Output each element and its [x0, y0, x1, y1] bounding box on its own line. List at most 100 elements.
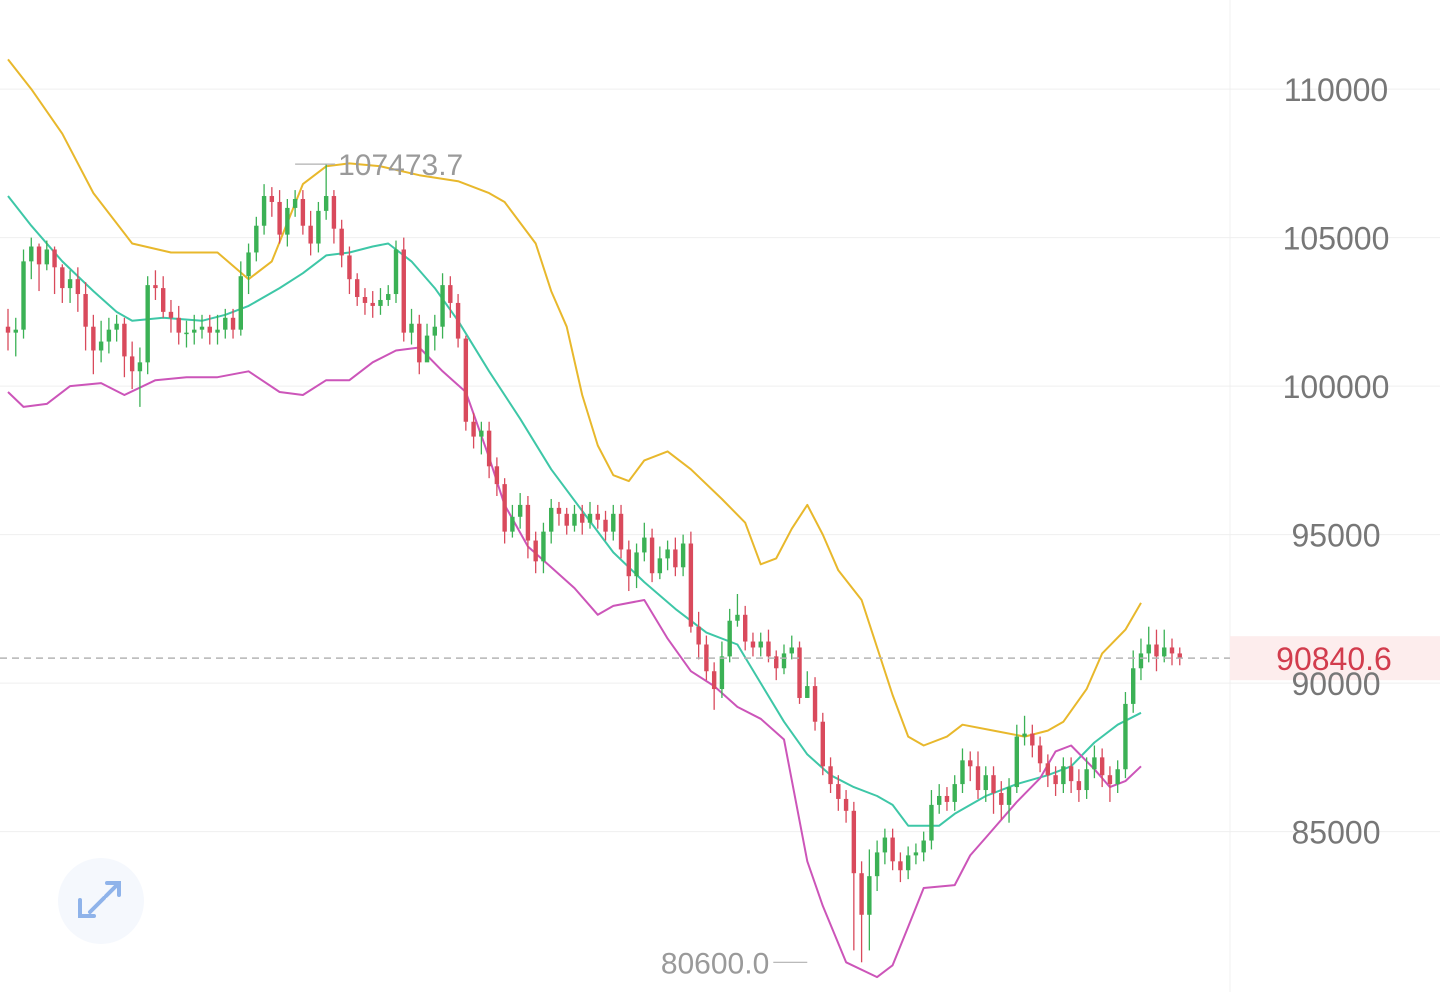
candle-up	[192, 314, 197, 345]
candle-body	[1030, 733, 1035, 746]
candle-body	[52, 249, 57, 268]
candle-up	[913, 843, 919, 865]
candle-body	[673, 549, 678, 568]
candle-body	[269, 196, 275, 202]
candle-down	[649, 528, 655, 583]
candle-up	[432, 314, 437, 351]
candle-down	[766, 629, 771, 663]
candle-down	[331, 190, 337, 244]
candle-body	[556, 507, 562, 514]
candle-body	[836, 784, 841, 799]
candle-body	[587, 513, 593, 523]
candle-body	[626, 549, 631, 577]
candle-down	[401, 237, 406, 342]
candle-down	[673, 537, 678, 577]
y-tick-label: 90000	[1292, 666, 1381, 702]
candle-body	[774, 656, 779, 669]
candle-body	[153, 285, 158, 289]
candle-up	[98, 320, 104, 363]
candle-down	[898, 852, 903, 883]
candle-body	[401, 249, 406, 333]
candle-body	[1076, 781, 1082, 791]
candle-up	[882, 828, 888, 865]
candle-down	[556, 501, 562, 526]
candle-down	[618, 504, 624, 559]
candles	[5, 164, 1182, 963]
candle-body	[176, 317, 181, 333]
candle-body	[603, 519, 608, 532]
candle-body	[285, 207, 290, 235]
candle-down	[991, 766, 996, 814]
candle-down	[828, 757, 833, 794]
candle-up	[867, 849, 872, 951]
candle-body	[580, 513, 585, 523]
candle-down	[207, 314, 212, 345]
y-tick-label: 100000	[1283, 369, 1390, 405]
candle-body	[1084, 769, 1089, 791]
candle-body	[843, 798, 849, 811]
candle-body	[1123, 703, 1128, 770]
candle-up	[13, 317, 18, 357]
candle-body	[820, 721, 825, 767]
candle-body	[905, 855, 911, 871]
candle-down	[603, 510, 608, 541]
y-tick-label: 110000	[1284, 72, 1388, 108]
candle-body	[789, 647, 794, 654]
candle-body	[688, 543, 694, 627]
candle-body	[921, 840, 926, 853]
candle-body	[60, 267, 65, 289]
candle-body	[805, 686, 810, 698]
candle-up	[665, 540, 670, 571]
candle-body	[618, 513, 624, 550]
candle-down	[1045, 754, 1051, 788]
candle-up	[184, 320, 189, 348]
candle-up	[1146, 626, 1151, 663]
candle-body	[114, 323, 119, 330]
candle-up	[874, 840, 880, 892]
candle-body	[106, 329, 112, 342]
candle-up	[517, 493, 523, 529]
candle-body	[960, 760, 965, 785]
candle-down	[975, 751, 981, 799]
candle-body	[735, 614, 740, 621]
lower-band-line	[7, 346, 1142, 979]
candle-down	[1107, 766, 1113, 802]
candle-up	[44, 240, 49, 271]
candle-body	[254, 225, 259, 253]
candle-up	[67, 270, 73, 303]
candle-body	[192, 329, 197, 333]
candle-body	[1115, 769, 1120, 785]
candle-up	[215, 314, 220, 345]
candle-body	[323, 196, 329, 211]
candle-down	[277, 190, 282, 244]
expand-button[interactable]	[58, 858, 144, 944]
candle-body	[98, 341, 104, 351]
candle-up	[549, 498, 554, 544]
candle-up	[1131, 650, 1136, 713]
candle-up	[789, 635, 794, 660]
candle-down	[688, 531, 694, 633]
candle-up	[719, 641, 725, 698]
candle-body	[393, 249, 399, 295]
candle-up	[680, 534, 686, 577]
candle-body	[292, 198, 298, 208]
candle-body	[1162, 647, 1167, 657]
candle-down	[968, 751, 973, 782]
candle-up	[805, 671, 810, 698]
extreme-markers: 107473.7 80600.0	[295, 149, 808, 980]
candle-down	[129, 341, 135, 390]
candle-body	[517, 504, 523, 517]
candle-body	[1131, 668, 1136, 704]
candle-up	[386, 285, 391, 306]
candle-down	[750, 632, 756, 657]
candle-body	[91, 326, 96, 351]
candle-up	[292, 190, 298, 217]
candle-down	[230, 308, 236, 339]
candle-up	[29, 237, 34, 280]
candle-body	[1022, 733, 1027, 737]
candle-body	[184, 332, 189, 335]
candle-body	[781, 653, 787, 669]
candle-body	[424, 335, 430, 363]
